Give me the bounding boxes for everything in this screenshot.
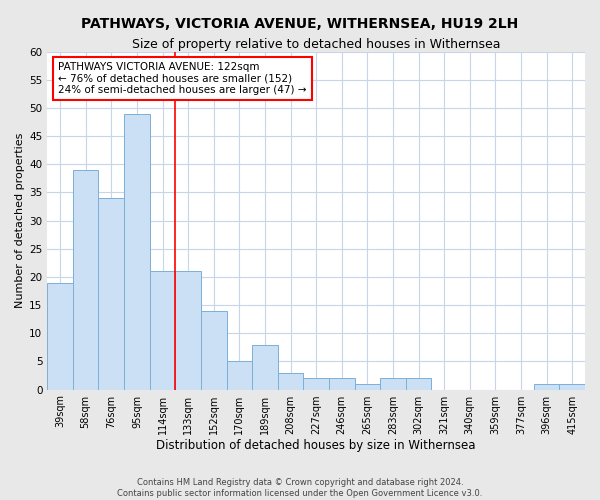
Text: Contains HM Land Registry data © Crown copyright and database right 2024.
Contai: Contains HM Land Registry data © Crown c… [118, 478, 482, 498]
Bar [252, 344, 278, 390]
Bar [559, 384, 585, 390]
Bar [150, 272, 175, 390]
Bar [278, 372, 304, 390]
Bar [98, 198, 124, 390]
Bar [534, 384, 559, 390]
Bar [124, 114, 150, 390]
Bar [175, 272, 201, 390]
Bar [304, 378, 329, 390]
Bar [227, 362, 252, 390]
Bar [380, 378, 406, 390]
Bar [355, 384, 380, 390]
Bar [73, 170, 98, 390]
Text: PATHWAYS, VICTORIA AVENUE, WITHERNSEA, HU19 2LH: PATHWAYS, VICTORIA AVENUE, WITHERNSEA, H… [82, 18, 518, 32]
Bar [406, 378, 431, 390]
Text: PATHWAYS VICTORIA AVENUE: 122sqm
← 76% of detached houses are smaller (152)
24% : PATHWAYS VICTORIA AVENUE: 122sqm ← 76% o… [58, 62, 307, 95]
Title: Size of property relative to detached houses in Withernsea: Size of property relative to detached ho… [132, 38, 500, 51]
Bar [47, 282, 73, 390]
Bar [201, 310, 227, 390]
Y-axis label: Number of detached properties: Number of detached properties [15, 133, 25, 308]
Bar [329, 378, 355, 390]
X-axis label: Distribution of detached houses by size in Withernsea: Distribution of detached houses by size … [157, 440, 476, 452]
